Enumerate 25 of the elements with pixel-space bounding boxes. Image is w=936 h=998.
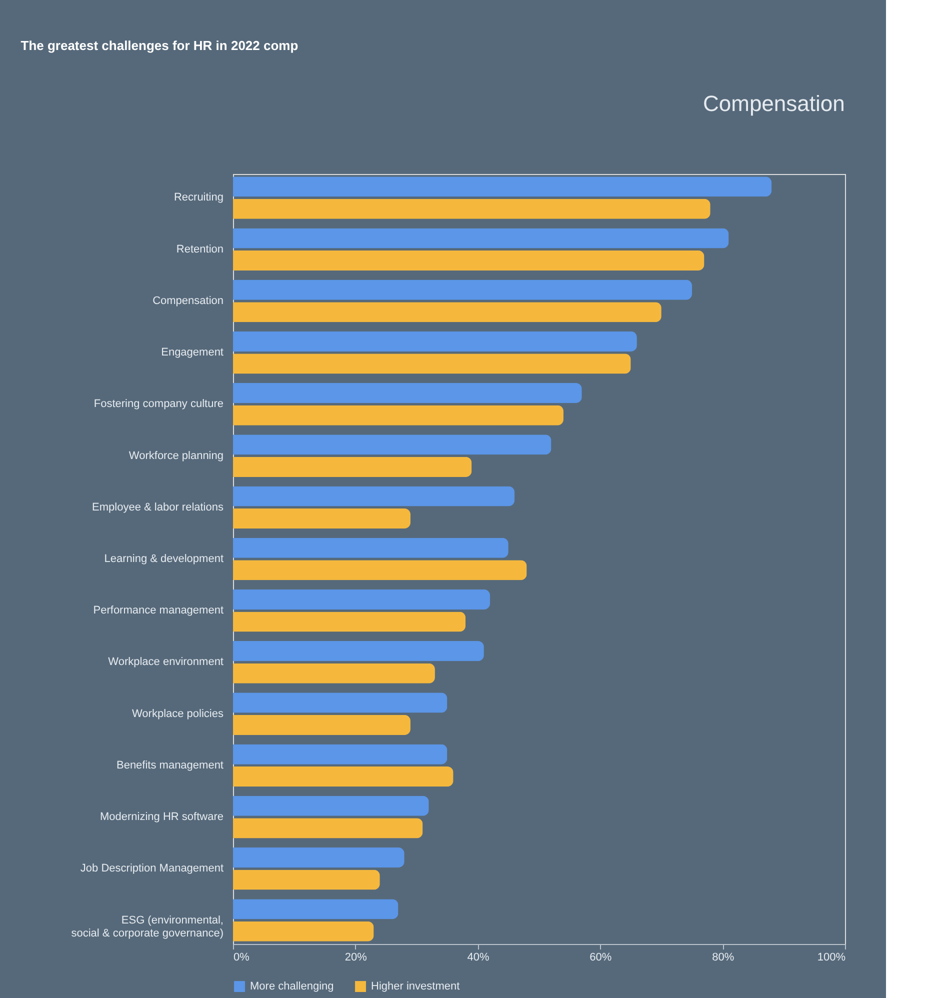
text: Compensation (703, 91, 845, 116)
y-tick-label: Job Description Management (80, 862, 224, 875)
y-tick-label: Retention (176, 243, 224, 256)
x-tick-label: 40% (467, 952, 490, 964)
y-tick-label: Performance management (93, 604, 224, 617)
y-tick-label: Recruiting (174, 192, 224, 204)
y-tick-label: Employee & labor relations (92, 501, 224, 514)
y-tick-label: Workforce planning (128, 450, 224, 462)
y-tick-label: Workplace policies (132, 708, 224, 720)
y-tick-label: Modernizing HR software (100, 811, 224, 824)
x-tick-label: 100% (817, 952, 846, 964)
x-tick-label: 80% (712, 952, 734, 964)
legend-label: Higher investment (371, 980, 460, 993)
y-tick-label: Compensation (152, 294, 224, 307)
legend-label: More challenging (250, 980, 334, 993)
y-tick-label: Engagement (161, 346, 224, 359)
y-tick-label: Learning & development (104, 553, 224, 565)
y-tick-label: Benefits management (116, 759, 224, 772)
y-tick-label: ESG (environmental, social & corporate governance) (71, 914, 224, 940)
chart-title: The greatest challenges for HR in 2022 comp (20, 38, 298, 53)
x-tick-label: 60% (590, 952, 612, 964)
y-tick-label: Workplace environment (108, 656, 224, 668)
x-tick-label: 0% (234, 952, 250, 964)
y-tick-label: Fostering company culture (94, 398, 224, 410)
x-tick-label: 20% (344, 952, 368, 964)
